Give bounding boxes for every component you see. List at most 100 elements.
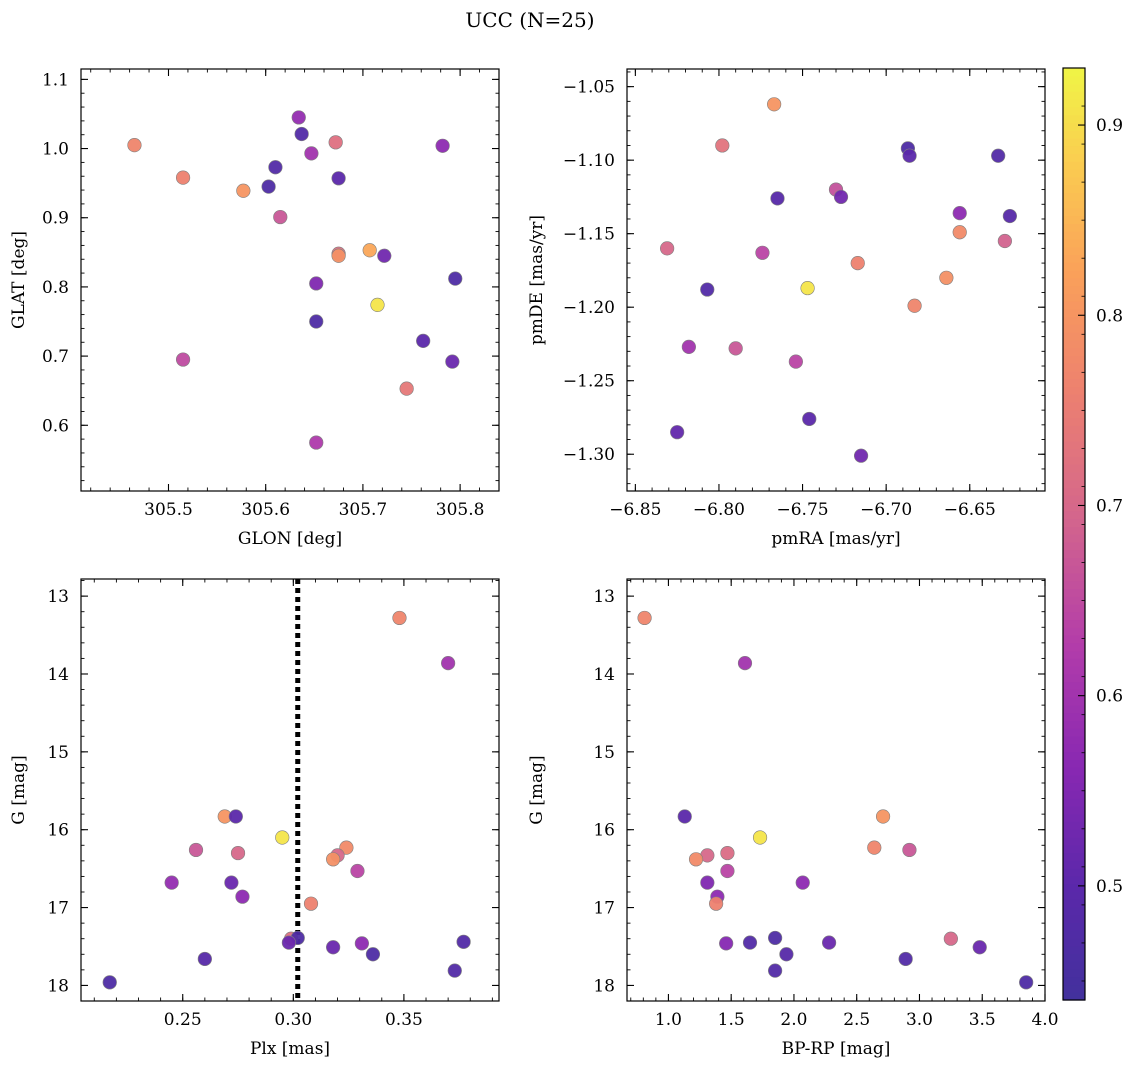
colorbar-segment: [1063, 417, 1085, 426]
colorbar-segment: [1063, 68, 1085, 77]
colorbar-segment: [1063, 161, 1085, 170]
x-tick-label: 2.5: [843, 1010, 870, 1030]
y-tick-label: 1.0: [42, 140, 69, 160]
scatter-point: [972, 940, 987, 955]
y-axis-label: pmDE [mas/yr]: [527, 215, 547, 345]
colorbar-segment: [1063, 922, 1085, 931]
colorbar-segment: [1063, 860, 1085, 869]
colorbar-segment: [1063, 689, 1085, 698]
colorbar-tick-label: 0.7: [1096, 496, 1123, 516]
colorbar-segment: [1063, 976, 1085, 986]
x-tick-label: 0.30: [274, 1010, 312, 1030]
colorbar-segment: [1063, 409, 1085, 419]
y-tick-label: 16: [47, 821, 69, 841]
colorbar-segment: [1063, 168, 1085, 178]
y-tick-label: 18: [47, 976, 69, 996]
scatter-point: [821, 935, 837, 950]
colorbar-segment: [1063, 339, 1085, 349]
x-tick-label: −6.75: [777, 500, 829, 520]
colorbar-segment: [1063, 650, 1085, 659]
colorbar-segment: [1063, 223, 1085, 232]
scatter-point: [898, 951, 913, 967]
scatter-point: [456, 934, 471, 949]
scatter-point: [362, 243, 377, 258]
colorbar-segment: [1063, 899, 1085, 908]
colorbar-segment: [1063, 914, 1085, 923]
colorbar-segment: [1063, 572, 1085, 582]
y-tick-label: 0.9: [42, 209, 69, 229]
colorbar-segment: [1063, 627, 1085, 636]
scatter-point: [952, 205, 967, 221]
axes-frame: [626, 578, 1046, 1002]
colorbar-segment: [1063, 728, 1085, 737]
scatter-points: [102, 610, 471, 990]
colorbar-segment: [1063, 332, 1085, 341]
colorbar-segment: [1063, 378, 1085, 388]
scatter-point: [175, 170, 191, 185]
colorbar-segment: [1063, 433, 1085, 442]
colorbar-segment: [1063, 464, 1085, 473]
scatter-point: [720, 863, 735, 879]
colorbar-segment: [1063, 992, 1085, 1001]
colorbar-segment: [1063, 588, 1085, 597]
scatter-point: [875, 809, 891, 824]
scatter-point: [943, 931, 958, 946]
scatter-point: [268, 160, 283, 175]
colorbar-segment: [1063, 130, 1085, 139]
colorbar-segment: [1063, 246, 1085, 255]
colorbar-segment: [1063, 790, 1085, 799]
scatter-point: [273, 209, 288, 225]
colorbar-segment: [1063, 961, 1085, 970]
scatter-point: [370, 297, 385, 313]
scatter-point: [867, 840, 882, 855]
y-tick-label: −1.15: [563, 225, 615, 245]
colorbar-segment: [1063, 440, 1085, 450]
scatter-point: [448, 271, 463, 286]
y-tick-label: 13: [47, 587, 69, 607]
scatter-point: [164, 875, 179, 890]
scatter-point: [275, 830, 290, 845]
colorbar-segment: [1063, 99, 1085, 108]
colorbar-segment: [1063, 153, 1085, 162]
colorbar-segment: [1063, 479, 1085, 488]
colorbar-segment: [1063, 673, 1085, 683]
scatter-point: [197, 951, 212, 967]
colorbar-segment: [1063, 836, 1085, 846]
scatter-point: [326, 940, 341, 955]
colorbar-segment: [1063, 502, 1085, 512]
colorbar-segment: [1063, 448, 1085, 457]
x-tick-label: −6.65: [944, 500, 996, 520]
y-tick-label: −1.25: [563, 372, 615, 392]
colorbar-segment: [1063, 821, 1085, 830]
colorbar-segment: [1063, 658, 1085, 667]
y-tick-label: −1.10: [563, 151, 615, 171]
colorbar-tick-label: 0.5: [1096, 877, 1123, 897]
y-tick-label: 0.7: [42, 347, 69, 367]
scatter-points: [660, 97, 1017, 463]
colorbar-segment: [1063, 114, 1085, 123]
colorbar-segment: [1063, 984, 1085, 993]
y-tick-label: −1.30: [563, 445, 615, 465]
x-tick-label: 4.0: [1031, 1010, 1058, 1030]
colorbar-segment: [1063, 487, 1085, 496]
y-axis-label: G [mag]: [9, 755, 29, 824]
scatter-point: [328, 135, 343, 150]
colorbar-segment: [1063, 316, 1085, 325]
scatter-point: [688, 852, 704, 867]
scatter-point: [670, 425, 685, 440]
colorbar-segment: [1063, 355, 1085, 364]
colorbar-segment: [1063, 91, 1085, 100]
scatter-point: [1019, 975, 1034, 990]
scatter-point: [445, 354, 460, 369]
scatter-points: [637, 610, 1034, 990]
y-tick-label: 0.6: [42, 416, 69, 436]
y-axis-label: G [mag]: [527, 755, 547, 824]
colorbar-segment: [1063, 565, 1085, 574]
colorbar-segment: [1063, 370, 1085, 380]
scatter-point: [228, 809, 243, 824]
scatter-point: [768, 963, 783, 978]
y-tick-label: −1.05: [563, 78, 615, 98]
colorbar-segment: [1063, 347, 1085, 356]
y-tick-label: 17: [47, 899, 69, 919]
